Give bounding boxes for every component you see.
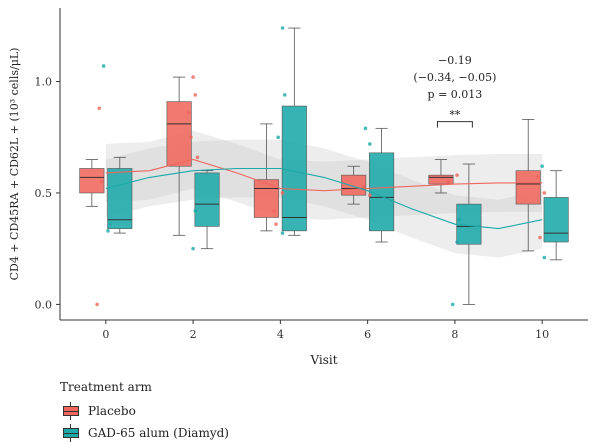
confidence-bands <box>60 8 588 320</box>
data-point <box>193 209 198 213</box>
box-body <box>543 197 569 243</box>
data-point <box>191 75 195 79</box>
box-body <box>428 174 454 185</box>
data-point <box>455 173 459 177</box>
box-body <box>281 105 307 232</box>
data-point <box>274 222 278 226</box>
data-point <box>106 229 110 233</box>
box-body <box>456 203 482 245</box>
box-body <box>107 168 133 229</box>
data-point <box>191 246 195 251</box>
data-point <box>446 180 451 184</box>
data-point <box>280 26 285 30</box>
data-point <box>542 255 547 260</box>
annotation: −0.19 (−0.34, −0.05) p = 0.013 ** <box>413 54 496 128</box>
trend-lines <box>105 158 543 230</box>
trend-line <box>105 158 543 192</box>
data-point <box>276 135 280 140</box>
x-axis-label: Visit <box>309 353 337 367</box>
data-point <box>536 175 540 180</box>
data-point <box>455 240 459 244</box>
confidence-band <box>105 139 543 258</box>
boxes <box>79 27 569 305</box>
plot-panel <box>60 8 588 320</box>
box-body <box>79 168 105 194</box>
significance-stars: ** <box>449 109 461 122</box>
data-point <box>280 231 285 235</box>
data-point <box>542 191 547 195</box>
legend-item-gad65: GAD-65 alum (Diamyd) <box>60 422 229 444</box>
y-tick-label: 1.0 <box>35 76 53 89</box>
data-point <box>99 180 104 184</box>
data-point <box>361 184 366 189</box>
legend-label-placebo: Placebo <box>88 404 136 418</box>
data-point <box>97 106 102 111</box>
axes: 0.0 0.5 1.0 0 2 4 6 8 10 <box>35 8 588 341</box>
legend-key-placebo <box>60 402 82 420</box>
box-body <box>515 170 541 205</box>
data-point <box>186 110 191 115</box>
data-point <box>368 193 372 197</box>
data-point <box>193 93 198 97</box>
data-point <box>272 209 276 213</box>
x-tick-label: 10 <box>535 328 549 341</box>
data-point <box>280 191 285 195</box>
data-point <box>450 302 455 307</box>
data-point <box>282 93 287 97</box>
x-tick-label: 4 <box>277 328 284 341</box>
annotation-estimate: −0.19 <box>438 54 472 67</box>
legend: Treatment arm Placebo GAD-65 alum (Diamy… <box>60 380 229 444</box>
x-tick-label: 6 <box>364 328 371 341</box>
box-body <box>369 152 395 232</box>
y-tick-label: 0.0 <box>35 298 53 311</box>
x-tick-label: 0 <box>102 328 109 341</box>
x-tick-label: 8 <box>451 328 458 341</box>
legend-key-gad65 <box>60 424 82 442</box>
trend-line <box>105 167 543 230</box>
data-point <box>101 64 106 68</box>
annotation-ci: (−0.34, −0.05) <box>413 71 496 84</box>
legend-title: Treatment arm <box>60 380 152 394</box>
data-points <box>95 26 547 307</box>
x-tick-label: 2 <box>190 328 197 341</box>
data-point <box>189 135 193 140</box>
legend-item-placebo: Placebo <box>60 400 229 422</box>
data-point <box>368 142 372 146</box>
annotation-pvalue: p = 0.013 <box>428 88 483 101</box>
data-point <box>538 235 542 240</box>
data-point <box>457 217 462 222</box>
data-point <box>108 222 112 226</box>
significance-bracket <box>436 121 473 128</box>
y-tick-label: 0.5 <box>35 187 53 200</box>
data-point <box>95 302 99 307</box>
confidence-band <box>105 130 543 220</box>
box-body <box>341 174 367 196</box>
box-body <box>194 172 220 227</box>
data-point <box>363 126 368 131</box>
y-axis-label: CD4 + CD45RA + CD62L + (10³ cells/μL) <box>8 48 21 281</box>
data-point <box>195 155 200 160</box>
data-point <box>540 164 544 169</box>
legend-label-gad65: GAD-65 alum (Diamyd) <box>88 426 229 440</box>
